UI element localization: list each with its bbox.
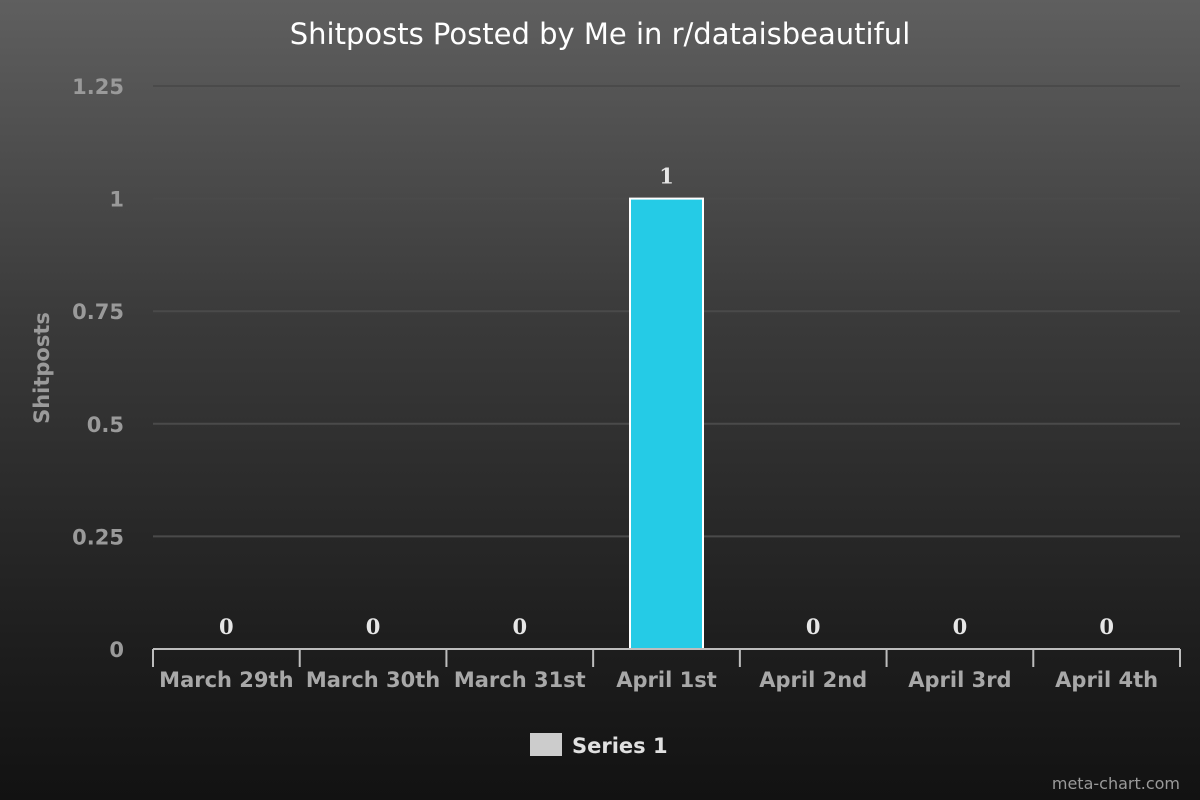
data-label: 1 [659,164,674,189]
chart-title: Shitposts Posted by Me in r/dataisbeauti… [290,17,911,51]
bar[interactable] [629,197,704,650]
x-tick-label: March 30th [306,668,440,692]
data-label: 0 [1099,614,1114,639]
y-tick-label: 0.25 [72,525,124,549]
x-axis-ticks: March 29th March 30th March 31st April 1st A… [159,668,1158,692]
y-tick-label: 0.75 [72,300,124,324]
x-tick-label: March 29th [159,668,293,692]
y-tick-label: 1.25 [72,75,124,99]
legend[interactable]: Series 1 [530,733,668,758]
y-axis-ticks: 0 0.25 0.5 0.75 1 1.25 [72,75,124,662]
legend-swatch-series-1 [530,733,562,756]
x-tick-label: March 31st [454,668,586,692]
legend-label-series-1: Series 1 [572,734,668,758]
data-label: 0 [366,614,381,639]
x-tick-label: April 4th [1055,668,1158,692]
data-label: 0 [512,614,527,639]
y-tick-label: 1 [109,188,124,212]
data-label: 0 [219,614,234,639]
x-tick-label: April 1st [616,668,717,692]
x-axis [152,648,1181,667]
data-label: 0 [953,614,968,639]
y-tick-label: 0 [109,638,124,662]
credit-text: meta-chart.com [1052,774,1180,793]
y-axis-label: Shitposts [30,312,54,424]
data-labels: 0 0 0 1 0 0 0 [219,164,1114,639]
x-tick-label: April 3rd [908,668,1011,692]
y-tick-label: 0.5 [87,413,124,437]
data-label: 0 [806,614,821,639]
bars [629,197,704,650]
x-tick-label: April 2nd [759,668,867,692]
